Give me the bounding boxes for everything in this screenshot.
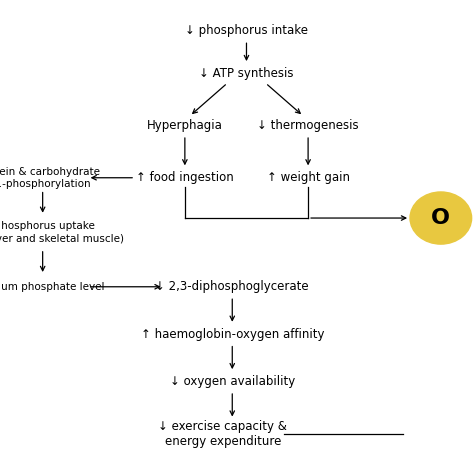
Text: ↑ weight gain: ↑ weight gain [266,171,350,184]
Text: ...tein & carbohydrate
...-phosphorylation: ...tein & carbohydrate ...-phosphorylati… [0,167,100,189]
Ellipse shape [410,192,472,244]
Text: ↓ phosphorus intake: ↓ phosphorus intake [185,24,308,37]
Text: ...hosphorus uptake
...(to liver and skeletal muscle): ...hosphorus uptake ...(to liver and ske… [0,221,124,243]
Text: ↓ exercise capacity &
energy expenditure: ↓ exercise capacity & energy expenditure [158,419,287,448]
Text: ↓ oxygen availability: ↓ oxygen availability [170,375,295,388]
Text: O: O [431,208,450,228]
Text: ↓ 2,3-diphosphoglycerate: ↓ 2,3-diphosphoglycerate [155,280,309,293]
Text: ↓ ATP synthesis: ↓ ATP synthesis [199,67,294,80]
Text: ↑ food ingestion: ↑ food ingestion [136,171,234,184]
Text: ↑ haemoglobin-oxygen affinity: ↑ haemoglobin-oxygen affinity [140,328,324,341]
Text: Hyperphagia: Hyperphagia [147,119,223,132]
Text: ...um phosphate level: ...um phosphate level [0,282,104,292]
Text: ↓ thermogenesis: ↓ thermogenesis [257,119,359,132]
